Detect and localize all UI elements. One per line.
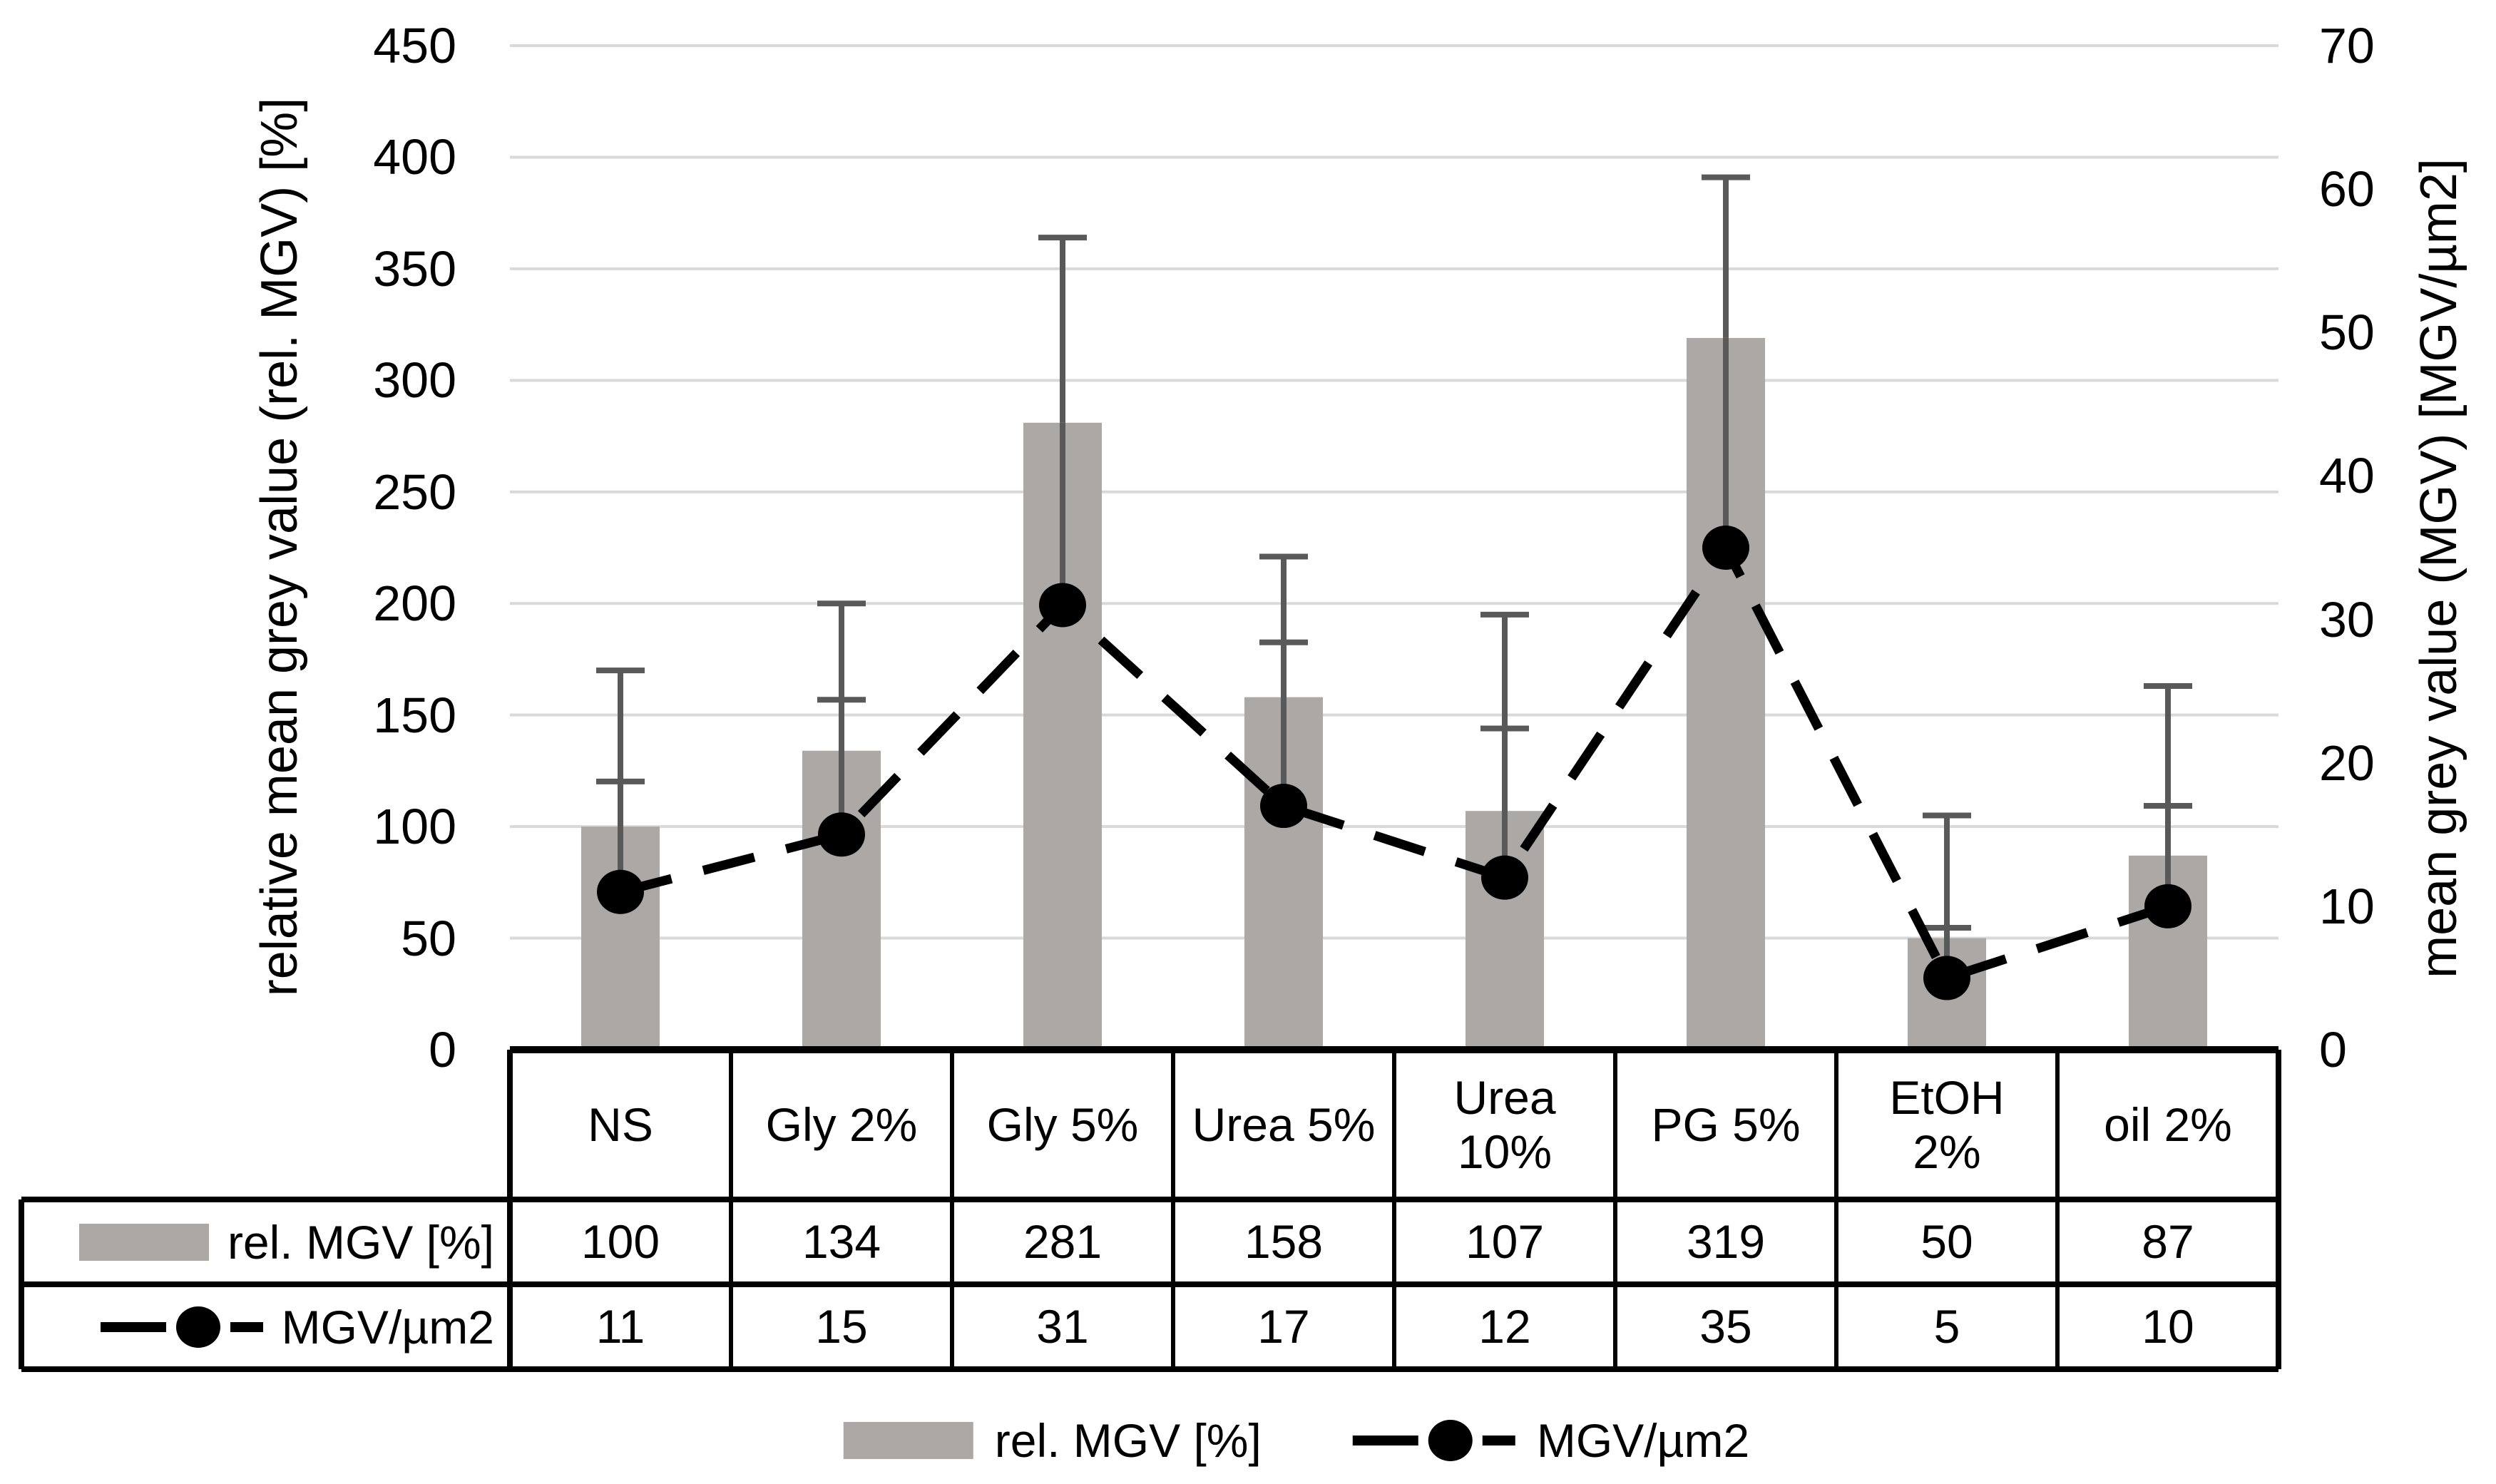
table-header-cell: NS: [588, 1098, 653, 1152]
left-axis-tick: 450: [373, 18, 456, 73]
line-marker-Urea 10%: [1481, 855, 1528, 900]
table-header-cell: PG 5%: [1651, 1098, 1801, 1152]
table-border-line: [1613, 1050, 1617, 1369]
table-value-cell: 11: [595, 1299, 645, 1353]
table-row-label-bar-series: rel. MGV [%]: [21, 1199, 510, 1284]
table-header-cell: oil 2%: [2104, 1098, 2232, 1152]
table-border-line: [2055, 1050, 2060, 1369]
left-axis-tick: 200: [373, 575, 456, 632]
table-value-cell: 87: [2142, 1214, 2194, 1268]
table-header-cell: Gly 5%: [986, 1098, 1139, 1152]
table-header-cell: Urea 10%: [1453, 1071, 1556, 1178]
table-value-cell: 50: [1920, 1214, 1973, 1268]
line-marker-Gly 2%: [818, 812, 865, 857]
left-axis-tick: 250: [373, 464, 456, 520]
table-header-cell: EtOH 2%: [1889, 1071, 2005, 1178]
left-axis-tick: 350: [373, 240, 456, 297]
right-axis-tick: 60: [2319, 161, 2375, 218]
right-axis-tick: 20: [2319, 735, 2375, 791]
table-value-cell: 134: [802, 1214, 881, 1268]
table-value-cell: 5: [1933, 1299, 1960, 1353]
legend-item-line-series: MGV/µm2: [1352, 1413, 1750, 1468]
right-axis-tick: 10: [2319, 878, 2375, 934]
table-value-cell: 319: [1686, 1214, 1766, 1268]
line-marker-NS: [597, 869, 644, 914]
table-value-cell: 100: [580, 1214, 660, 1268]
left-axis-tick: 100: [373, 799, 456, 855]
table-border-line: [19, 1199, 24, 1369]
table-value-cell: 10: [2142, 1299, 2194, 1353]
legend-label-bar-series: rel. MGV [%]: [994, 1414, 1262, 1467]
table-value-cell: 107: [1465, 1214, 1545, 1268]
line-marker-oil 2%: [2144, 884, 2191, 928]
line-marker-Urea 5%: [1260, 784, 1307, 829]
table-value-cell: 35: [1699, 1299, 1752, 1353]
table-border-line: [1171, 1050, 1175, 1369]
line-series-marker-glyph: [100, 1306, 263, 1348]
table-border-line: [21, 1197, 2278, 1202]
table-border-line: [1392, 1050, 1396, 1369]
legend-label-line-series: MGV/µm2: [1536, 1414, 1750, 1467]
dash-icon: [1352, 1436, 1418, 1445]
right-axis-tick: 30: [2319, 591, 2375, 648]
left-axis-tick: 400: [373, 129, 456, 185]
table-border-line: [1834, 1050, 1838, 1369]
table-border-line: [21, 1366, 2278, 1372]
circle-marker-icon: [1428, 1420, 1473, 1461]
right-axis-tick: 70: [2319, 18, 2375, 73]
bar-series-swatch: [843, 1422, 973, 1459]
circle-marker-icon: [175, 1306, 220, 1348]
left-axis-tick: 0: [429, 1022, 456, 1078]
table-border-line: [729, 1050, 733, 1369]
right-axis-tick: 0: [2319, 1022, 2347, 1078]
table-header-cell: Urea 5%: [1192, 1098, 1376, 1152]
legend-item-bar-series: rel. MGV [%]: [843, 1413, 1262, 1468]
table-value-cell: 17: [1257, 1299, 1310, 1353]
table-border-line: [950, 1050, 954, 1369]
line-marker-Gly 5%: [1039, 583, 1086, 628]
bar-series-swatch: [78, 1223, 209, 1261]
line-marker-EtOH 2%: [1923, 956, 1970, 1001]
left-axis-tick: 150: [373, 687, 456, 743]
table-value-cell: 158: [1244, 1214, 1324, 1268]
table-border-line: [507, 1050, 513, 1369]
line-series-label: MGV/µm2: [281, 1300, 494, 1353]
left-axis-tick: 300: [373, 352, 456, 409]
table-border-line: [21, 1281, 2278, 1287]
bar-series-label: rel. MGV [%]: [227, 1215, 494, 1269]
line-marker-PG 5%: [1702, 526, 1749, 570]
table-value-cell: 12: [1478, 1299, 1531, 1353]
right-axis-tick: 50: [2319, 305, 2375, 361]
dash-icon: [230, 1321, 263, 1332]
line-series-marker-glyph: [1352, 1420, 1515, 1461]
table-border-line: [2276, 1050, 2281, 1369]
line-series-path: [619, 538, 2170, 984]
table-value-cell: 15: [815, 1299, 868, 1353]
left-axis-tick: 50: [401, 910, 456, 966]
table-header-cell: Gly 2%: [765, 1098, 918, 1152]
table-row-label-line-series: MGV/µm2: [21, 1284, 510, 1369]
dash-icon: [1482, 1436, 1515, 1445]
table-value-cell: 31: [1036, 1299, 1089, 1353]
dash-icon: [100, 1321, 166, 1332]
right-axis-tick: 40: [2319, 448, 2375, 504]
table-value-cell: 281: [1023, 1214, 1103, 1268]
chart-legend: rel. MGV [%] MGV/µm2: [843, 1413, 1750, 1468]
